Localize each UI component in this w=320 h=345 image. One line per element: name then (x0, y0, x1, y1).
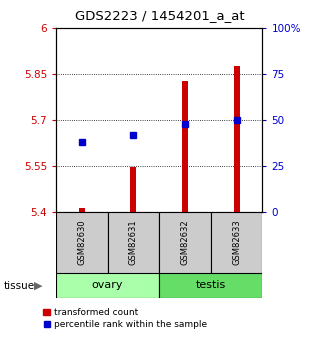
Legend: transformed count, percentile rank within the sample: transformed count, percentile rank withi… (43, 308, 207, 329)
Text: tissue: tissue (3, 281, 34, 290)
Text: testis: testis (196, 280, 226, 290)
Text: ▶: ▶ (34, 281, 42, 290)
Text: GSM82630: GSM82630 (77, 219, 86, 265)
Bar (159, 212, 211, 273)
Text: ovary: ovary (92, 280, 123, 290)
Bar (56, 273, 159, 298)
Text: GSM82631: GSM82631 (129, 219, 138, 265)
Bar (234, 66, 240, 212)
Text: GDS2223 / 1454201_a_at: GDS2223 / 1454201_a_at (75, 9, 245, 22)
Bar (211, 212, 262, 273)
Text: GSM82632: GSM82632 (180, 219, 189, 265)
Text: GSM82633: GSM82633 (232, 219, 241, 265)
Bar (159, 273, 262, 298)
Bar (79, 208, 85, 212)
Bar (130, 167, 137, 212)
Bar (108, 212, 159, 273)
Bar (182, 81, 188, 212)
Bar (56, 212, 108, 273)
